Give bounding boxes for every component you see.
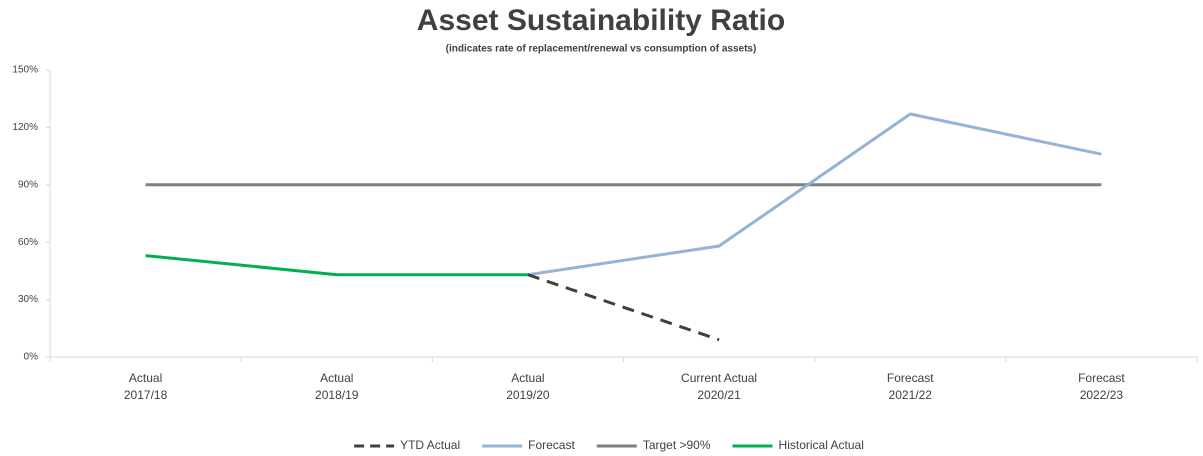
legend-label: YTD Actual <box>400 438 460 452</box>
x-tick-label: Actual 2019/20 <box>506 371 550 402</box>
legend-label: Target >90% <box>643 438 711 452</box>
legend-label: Historical Actual <box>779 438 864 452</box>
y-tick-label: 30% <box>18 294 38 305</box>
x-tick-label: Forecast 2021/22 <box>886 371 934 402</box>
x-tick-label: Actual 2018/19 <box>315 371 359 402</box>
y-tick-label: 0% <box>24 352 39 363</box>
legend-label: Forecast <box>528 438 575 452</box>
series-line <box>527 273 720 342</box>
x-tick-label: Actual 2017/18 <box>123 371 168 402</box>
y-tick-label: 60% <box>18 237 38 248</box>
y-tick-label: 150% <box>12 65 38 76</box>
x-tick-label: Forecast 2022/23 <box>1078 371 1125 402</box>
y-tick-label: 120% <box>12 122 38 133</box>
series-line <box>145 254 528 277</box>
y-tick-label: 90% <box>18 179 38 190</box>
series-line <box>527 112 1102 277</box>
x-tick-label: Current Actual 2020/21 <box>681 371 758 402</box>
chart-title: Asset Sustainability Ratio <box>417 4 785 37</box>
chart-subtitle: (indicates rate of replacement/renewal v… <box>446 44 757 55</box>
